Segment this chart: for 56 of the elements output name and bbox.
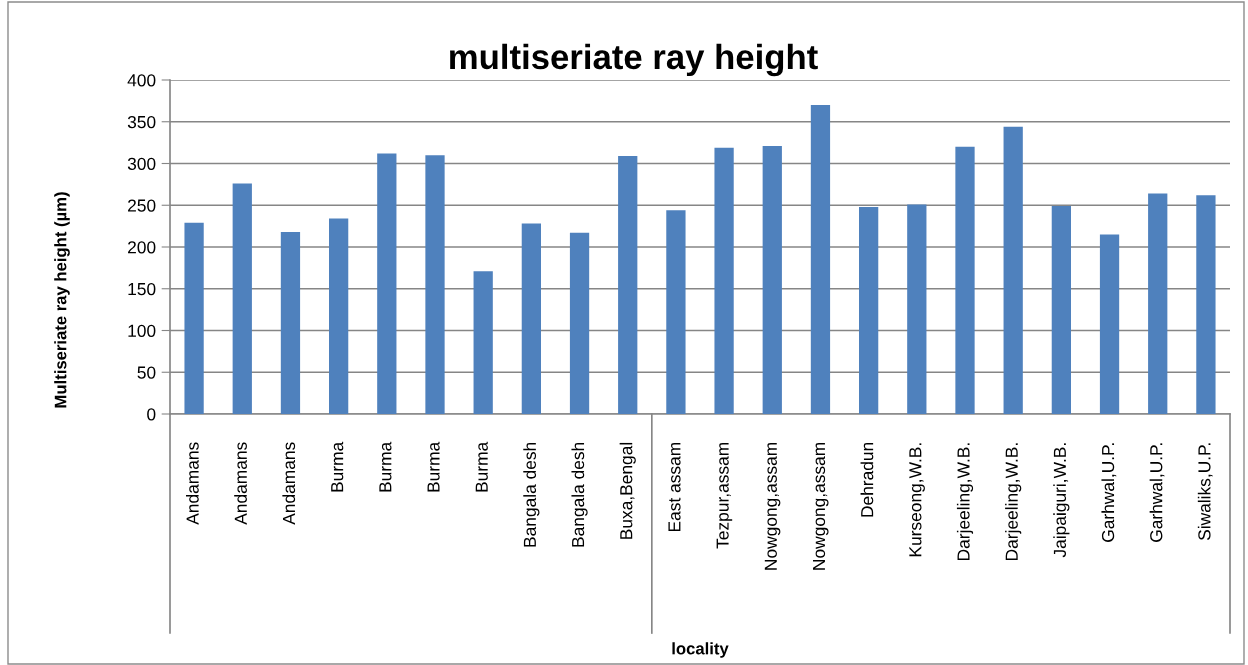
x-tick-label: Andamans (186, 442, 199, 525)
x-tick-label: Darjeeling,W.B. (956, 443, 974, 560)
x-tick-label: Tezpur,assam (716, 442, 733, 549)
bar (907, 204, 927, 414)
bar (1051, 206, 1071, 414)
x-tick-label: Bangala desh (523, 442, 540, 547)
bar (666, 210, 686, 414)
x-tick-label: Dehradun (860, 442, 874, 517)
bar (377, 153, 397, 414)
x-tick-label: Garhwal,U.P. (1101, 443, 1117, 542)
y-tick-label: 0 (147, 408, 156, 421)
x-tick-label: Andamans (234, 442, 247, 525)
x-tick-label: Buxa,Bengal (619, 442, 636, 539)
bar (232, 183, 252, 414)
y-tick-label: 100 (128, 324, 156, 337)
y-tick-label: 400 (127, 74, 156, 87)
bar (1099, 234, 1120, 414)
x-tick-label: Nowgong,assam (764, 442, 781, 570)
bar (425, 155, 445, 414)
bar (714, 147, 734, 414)
bar (329, 218, 349, 414)
chart-title: multiseriate ray height (450, 43, 818, 77)
x-tick-label: Burma (475, 441, 488, 492)
bar (1196, 195, 1216, 414)
bar (1148, 193, 1168, 414)
x-tick-label: Garhwal,U.P. (1149, 443, 1165, 542)
bar (618, 155, 638, 414)
x-tick-label: Burma (427, 441, 440, 492)
bar (521, 223, 541, 414)
bar (184, 222, 204, 414)
x-tick-label: Darjeeling,W.B. (1005, 443, 1022, 560)
bar (1003, 126, 1023, 414)
x-tick-label: Bangala desh (571, 442, 588, 547)
x-tick-label: Andamans (282, 442, 296, 525)
y-axis-title: Multiseriate ray height (µm) (54, 192, 70, 408)
bar (569, 232, 590, 414)
x-tick-label: Kurseong,W.B. (909, 443, 925, 557)
y-tick-label: 200 (128, 241, 156, 254)
bar (280, 231, 301, 414)
bar (859, 206, 879, 414)
x-tick-label: Jaipaiguri,W.B. (1053, 443, 1070, 558)
y-tick-label: 150 (128, 282, 156, 296)
y-tick-label: 50 (137, 366, 156, 379)
y-tick-label: 350 (127, 115, 156, 129)
y-tick-label: 250 (128, 199, 156, 212)
bar (762, 145, 782, 414)
x-tick-label: Burma (331, 441, 344, 492)
x-tick-label: East assam (668, 442, 681, 532)
x-tick-label: Burma (379, 441, 392, 492)
bar (810, 105, 831, 414)
x-tick-label: Siwaliks,U.P. (1197, 443, 1213, 541)
bar (955, 146, 975, 414)
x-tick-label: Nowgong,assam (813, 442, 829, 570)
y-tick-label: 300 (127, 157, 156, 170)
x-axis-title: locality (672, 642, 729, 658)
bar (473, 271, 493, 414)
